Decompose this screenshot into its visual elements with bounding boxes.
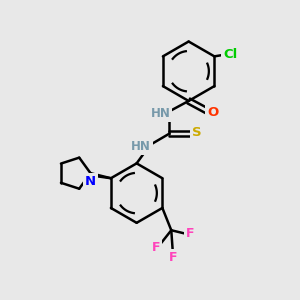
Text: N: N xyxy=(85,175,96,188)
Text: HN: HN xyxy=(130,140,150,153)
Text: F: F xyxy=(186,227,195,240)
Text: F: F xyxy=(169,251,177,264)
Text: S: S xyxy=(192,126,202,139)
Text: O: O xyxy=(207,106,219,119)
Text: HN: HN xyxy=(151,107,170,120)
Text: F: F xyxy=(152,241,161,254)
Text: Cl: Cl xyxy=(223,48,238,62)
